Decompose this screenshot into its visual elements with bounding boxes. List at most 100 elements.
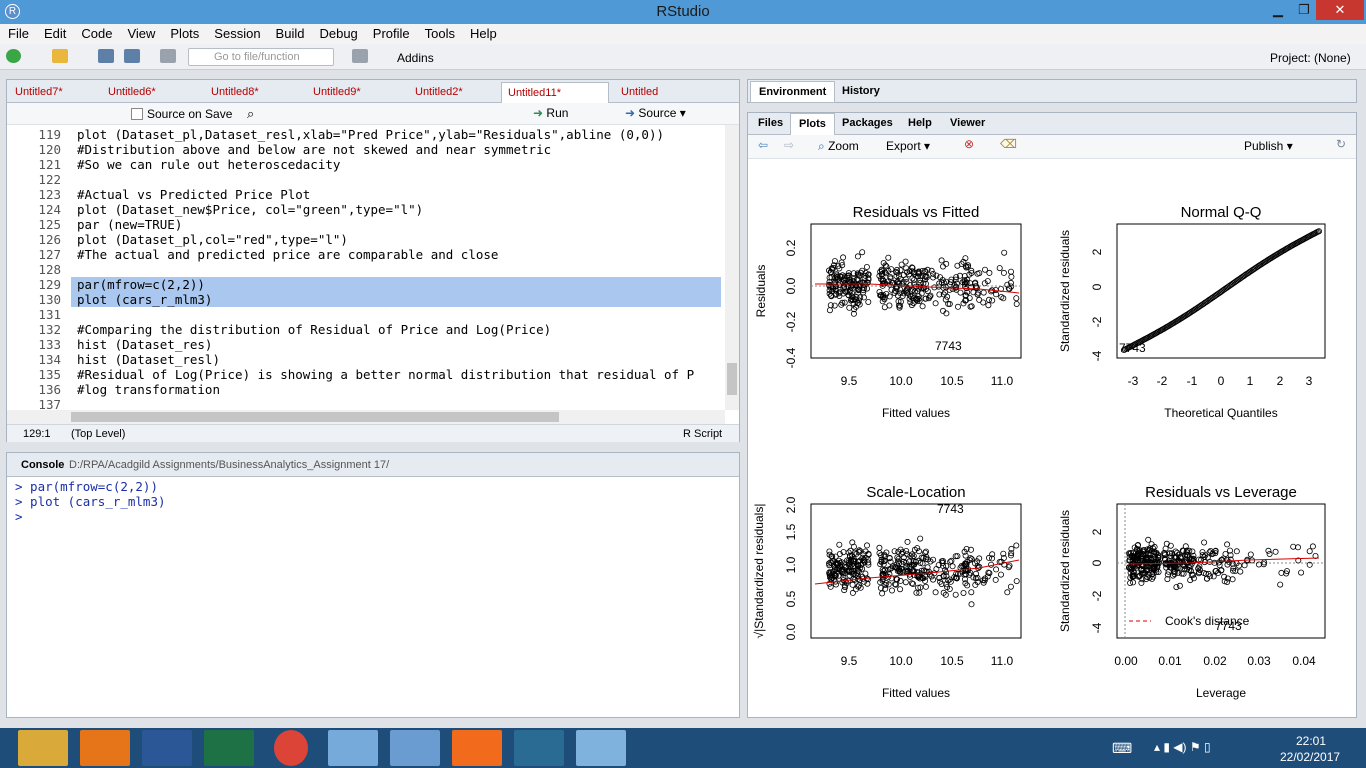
line-number: 124 — [38, 202, 61, 217]
data-point — [850, 543, 857, 550]
data-point — [865, 559, 872, 566]
vlc-icon[interactable] — [80, 730, 130, 766]
scope-selector[interactable]: (Top Level) — [71, 428, 126, 440]
tab-history[interactable]: History — [842, 85, 880, 97]
new-file-icon[interactable] — [6, 49, 21, 63]
data-point — [974, 270, 981, 277]
data-point — [957, 289, 964, 296]
tab-environment[interactable]: Environment — [750, 81, 836, 103]
menu-code[interactable]: Code — [81, 26, 113, 41]
console-line: > par(mfrow=c(2,2)) — [15, 479, 158, 494]
menu-edit[interactable]: Edit — [43, 26, 67, 41]
mysql-icon[interactable] — [514, 730, 564, 766]
forward-arrow-icon[interactable]: ⇨ — [784, 138, 795, 152]
source-button[interactable]: ➜ Source ▾ — [625, 106, 686, 120]
file-type-selector[interactable]: R Script — [683, 428, 723, 440]
data-point — [1177, 559, 1184, 566]
horizontal-scrollbar[interactable] — [7, 410, 725, 424]
back-arrow-icon[interactable]: ⇦ — [758, 138, 769, 152]
menu-debug[interactable]: Debug — [319, 26, 358, 41]
data-point — [897, 302, 904, 309]
menu-build[interactable]: Build — [275, 26, 305, 41]
project-menu[interactable]: Project: (None) — [1270, 51, 1351, 65]
data-point — [1134, 542, 1141, 549]
tab-packages[interactable]: Packages — [842, 117, 893, 129]
avast-icon[interactable] — [452, 730, 502, 766]
search-icon[interactable]: ⌕ — [247, 106, 255, 121]
rstudio-taskbar-icon[interactable] — [328, 730, 378, 766]
source-on-save-checkbox[interactable] — [131, 108, 143, 120]
data-point — [954, 262, 961, 269]
data-point — [949, 563, 956, 570]
save-all-icon[interactable] — [124, 49, 140, 63]
data-point — [942, 569, 949, 576]
publish-button[interactable]: Publish ▾ — [1244, 139, 1293, 153]
word-icon[interactable] — [142, 730, 192, 766]
tab-files[interactable]: Files — [758, 117, 784, 129]
refresh-icon[interactable]: ↻ — [1336, 137, 1347, 151]
tab-help[interactable]: Help — [908, 117, 932, 129]
maximize-button[interactable]: ❐ — [1298, 2, 1310, 17]
tab-viewer[interactable]: Viewer — [950, 117, 986, 129]
paint-icon[interactable] — [390, 730, 440, 766]
data-point — [1008, 545, 1015, 552]
menu-session[interactable]: Session — [214, 26, 261, 41]
data-point — [984, 573, 991, 580]
broom-icon[interactable]: ⌫ — [1000, 137, 1017, 151]
goto-file-input[interactable]: Go to file/function — [188, 48, 334, 66]
data-point — [1007, 268, 1014, 275]
tray-icons[interactable]: ▴ ▮ ◀) ⚑ ▯ — [1154, 740, 1211, 754]
y-axis-label: Standardized residuals — [1058, 510, 1072, 632]
chrome-icon[interactable] — [274, 730, 308, 766]
tab-plots[interactable]: Plots — [790, 113, 835, 135]
menu-help[interactable]: Help — [470, 26, 497, 41]
menu-tools[interactable]: Tools — [424, 26, 455, 41]
data-point — [877, 292, 884, 299]
clock-date[interactable]: 22/02/2017 — [1280, 750, 1341, 764]
tab-untitled11[interactable]: Untitled11* — [501, 82, 609, 103]
data-point — [845, 567, 852, 574]
tab-untitled7[interactable]: Untitled7* — [15, 86, 63, 98]
tab-untitled9[interactable]: Untitled9* — [313, 86, 361, 98]
data-point — [891, 548, 898, 555]
print-icon[interactable] — [160, 49, 176, 63]
notes-icon[interactable] — [576, 730, 626, 766]
code-line: par (new=TRUE) — [77, 217, 183, 232]
save-icon[interactable] — [98, 49, 114, 63]
menu-profile[interactable]: Profile — [372, 26, 410, 41]
tab-untitled6[interactable]: Untitled6* — [108, 86, 156, 98]
remove-plot-icon[interactable]: ⊗ — [964, 137, 975, 151]
excel-icon[interactable] — [204, 730, 254, 766]
data-point — [882, 572, 889, 579]
export-button[interactable]: Export ▾ — [886, 139, 931, 153]
tab-untitled8[interactable]: Untitled8* — [211, 86, 259, 98]
menu-view[interactable]: View — [127, 26, 156, 41]
data-point — [1176, 558, 1183, 565]
data-point — [998, 558, 1005, 565]
keyboard-icon[interactable]: ⌨ — [1112, 740, 1133, 756]
grid-layout-icon[interactable] — [352, 49, 368, 63]
source-arrow-icon: ➜ — [625, 106, 636, 120]
data-point — [939, 263, 946, 270]
data-point — [829, 574, 836, 581]
tab-untitled2[interactable]: Untitled2* — [415, 86, 463, 98]
minimize-button[interactable]: ▁ — [1273, 2, 1283, 17]
console-output[interactable]: > par(mfrow=c(2,2)) > plot (cars_r_mlm3)… — [15, 479, 166, 524]
run-button[interactable]: ➜ Run — [533, 106, 568, 120]
open-file-icon[interactable] — [52, 49, 68, 63]
zoom-button[interactable]: ⌕ Zoom — [818, 139, 859, 154]
menu-plots[interactable]: Plots — [170, 26, 200, 41]
zoom-icon: ⌕ — [818, 139, 825, 153]
console-title[interactable]: Console — [21, 459, 65, 471]
x-tick-label: 11.0 — [991, 374, 1014, 388]
menu-file[interactable]: File — [8, 26, 29, 41]
file-explorer-icon[interactable] — [18, 730, 68, 766]
tab-untitled[interactable]: Untitled — [621, 86, 659, 98]
close-button[interactable]: ✕ — [1316, 0, 1364, 20]
data-point — [1171, 571, 1178, 578]
addins-menu[interactable]: Addins — [397, 51, 434, 65]
smooth-line — [1128, 557, 1320, 565]
code-area[interactable]: 119 plot (Dataset_pl,Dataset_resl,xlab="P… — [7, 125, 725, 410]
clock-time[interactable]: 22:01 — [1296, 734, 1327, 748]
vertical-scrollbar[interactable] — [725, 125, 739, 410]
